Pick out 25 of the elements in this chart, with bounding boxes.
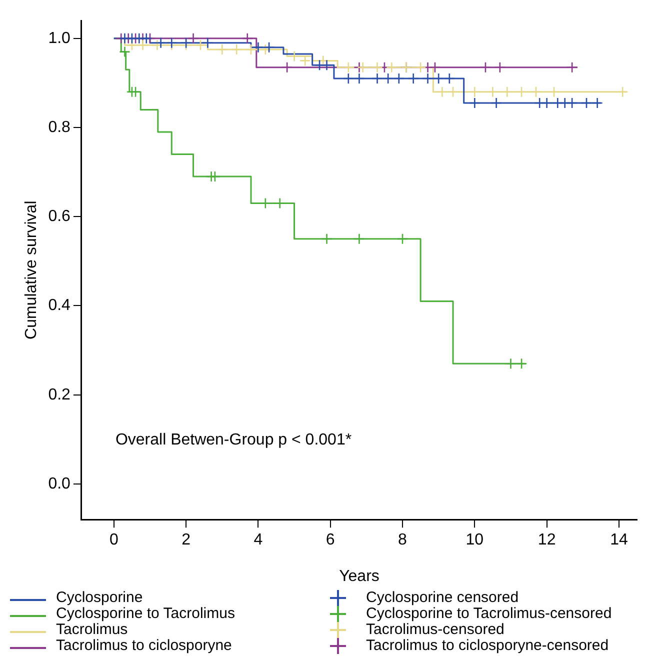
x-tick-label: 0 [109,532,118,549]
x-tick-label: 6 [326,532,335,549]
y-tick-label: 1.0 [48,30,71,47]
x-tick-label: 14 [610,532,628,549]
legend-label: Cyclosporine censored [366,589,519,606]
x-tick-label: 8 [398,532,408,549]
legend-label: Tacrolimus to ciclosporyne-censored [366,637,609,654]
legend-label: Tacrolimus to ciclosporyne [56,637,232,654]
legend-label: Cyclosporine [56,589,143,606]
x-tick-label: 2 [182,532,191,549]
annotation: Overall Betwen-Group p < 0.001* [115,432,352,449]
y-tick-label: 0.8 [48,118,71,136]
y-tick-label: 0.4 [48,297,71,314]
x-tick-label: 10 [466,532,484,549]
legend-label: Tacrolimus-censored [366,621,504,638]
x-axis-title: Years [339,568,380,585]
x-tick-label: 12 [538,532,556,549]
x-tick-label: 4 [254,532,263,549]
legend-label: Tacrolimus [56,621,128,638]
y-tick-label: 0.6 [48,208,71,226]
legend-label: Cyclosporine to Tacrolimus-censored [366,605,612,622]
y-tick-label: 0.2 [48,386,71,404]
legend-label: Cyclosporine to Tacrolimus [56,605,235,622]
y-tick-label: 0.0 [48,475,71,492]
y-axis-title: Cumulative survival [23,200,40,340]
